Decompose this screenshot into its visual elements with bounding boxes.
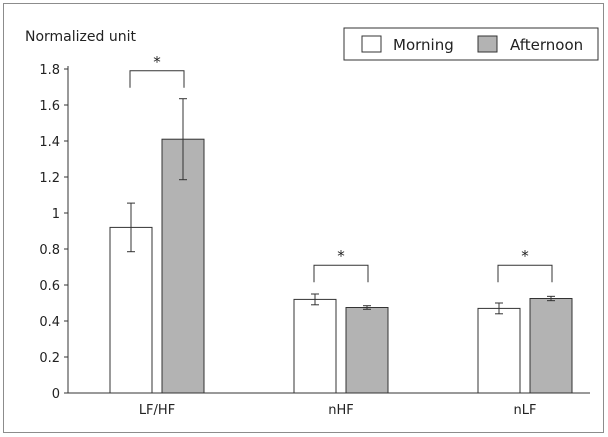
bar-afternoon-nhf <box>345 307 389 394</box>
significance-star: * <box>521 247 529 265</box>
legend-box <box>343 27 599 61</box>
x-tick-label: LF/HF <box>139 403 175 418</box>
y-tick-label: 0 <box>52 387 60 402</box>
y-tick-label: 1.8 <box>39 63 60 78</box>
significance-star: * <box>337 247 345 265</box>
legend-label-morning: Morning <box>393 36 454 54</box>
y-tick-label: 0.4 <box>39 315 60 330</box>
legend-swatch-morning <box>361 35 382 53</box>
significance-star: * <box>153 53 161 71</box>
bar-morning-nlf <box>477 307 521 394</box>
y-tick-label: 1 <box>52 207 60 222</box>
y-tick-label: 0.6 <box>39 279 60 294</box>
bars <box>109 138 573 394</box>
significance-bracket <box>313 264 369 283</box>
significance-brackets: * * * <box>129 53 553 283</box>
significance-bracket <box>129 70 185 88</box>
bar-morning-lf-hf <box>109 226 153 394</box>
bar-afternoon-nlf <box>529 298 573 394</box>
bar-afternoon-lf-hf <box>161 138 205 394</box>
legend: Morning Afternoon <box>343 27 599 61</box>
legend-label-afternoon: Afternoon <box>510 36 583 54</box>
y-tick-label: 1.6 <box>39 99 60 114</box>
y-tick-label: 1.2 <box>39 171 60 186</box>
error-bars <box>127 98 555 315</box>
significance-bracket <box>497 264 553 283</box>
y-axis-title: Normalized unit <box>25 29 136 45</box>
legend-swatch-afternoon <box>477 35 498 53</box>
y-tick-label: 0.8 <box>39 243 60 258</box>
x-tick-label: nHF <box>328 403 354 418</box>
x-tick-label: nLF <box>514 403 537 418</box>
bar-morning-nhf <box>293 298 337 394</box>
y-tick-label: 1.4 <box>39 135 60 150</box>
y-tick-label: 0.2 <box>39 351 60 366</box>
